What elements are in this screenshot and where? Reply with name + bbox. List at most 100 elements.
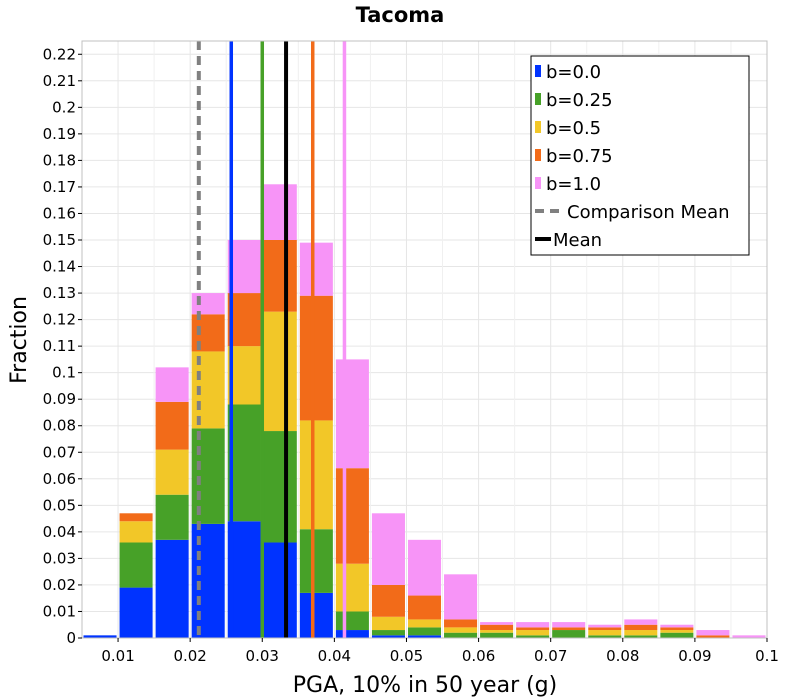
- bar-segment: [335, 563, 369, 612]
- y-tick-label: 0.13: [43, 284, 76, 302]
- y-tick-label: 0.05: [43, 496, 76, 514]
- x-tick-label: 0.07: [534, 647, 567, 665]
- bar-segment: [119, 521, 153, 543]
- bar-segment: [407, 595, 442, 620]
- bar-segment: [624, 630, 658, 636]
- y-tick-label: 0.1: [52, 364, 76, 382]
- bar-segment: [119, 587, 153, 638]
- bar-segment: [696, 635, 730, 638]
- legend-label: Mean: [553, 230, 602, 251]
- bar-segment: [119, 513, 153, 522]
- bar-segment: [660, 630, 694, 633]
- bar-segment: [660, 632, 694, 638]
- y-tick-label: 0.14: [43, 258, 76, 276]
- y-tick-label: 0.17: [43, 178, 76, 196]
- bar-segment: [660, 627, 694, 631]
- bar-segment: [732, 635, 766, 638]
- x-tick-label: 0.06: [462, 647, 495, 665]
- y-tick-label: 0.19: [43, 125, 76, 143]
- y-tick-label: 0: [66, 629, 76, 647]
- plot-frame: [81, 40, 768, 639]
- bar-segment: [263, 240, 297, 312]
- bar-segment: [191, 314, 225, 352]
- y-tick-label: 0.12: [43, 311, 76, 329]
- legend-swatch: [535, 121, 541, 133]
- bar-segment: [371, 584, 405, 617]
- bar-segment: [624, 635, 658, 638]
- legend-label: Comparison Mean: [567, 202, 730, 223]
- bar-segment: [588, 635, 622, 638]
- x-tick-label: 0.03: [246, 647, 279, 665]
- legend-box: [530, 55, 750, 256]
- y-tick-label: 0.06: [43, 470, 76, 488]
- x-tick-label: 0.08: [606, 647, 639, 665]
- y-axis-title: Fraction: [7, 296, 32, 384]
- bar-segment: [227, 240, 261, 294]
- legend-label: b=0.25: [546, 90, 613, 111]
- bar-segment: [155, 449, 189, 495]
- y-tick-label: 0.16: [43, 204, 76, 222]
- legend-label: b=1.0: [546, 174, 601, 195]
- bar-segment: [588, 630, 622, 636]
- legend-swatch: [535, 65, 541, 77]
- bar-segment: [480, 632, 514, 638]
- bar-segment: [588, 627, 622, 631]
- legend-label: b=0.0: [546, 62, 601, 83]
- bar-segment: [624, 624, 658, 631]
- bar-segment: [155, 367, 189, 402]
- bar-segment: [299, 420, 333, 530]
- bar-segment: [155, 494, 189, 540]
- y-tick-label: 0.02: [43, 576, 76, 594]
- bar-segment: [407, 627, 442, 636]
- y-tick-label: 0.18: [43, 151, 76, 169]
- legend-swatch: [535, 177, 541, 189]
- y-tick-label: 0.11: [43, 337, 76, 355]
- y-tick-label: 0.21: [43, 72, 76, 90]
- bar-segment: [516, 630, 550, 636]
- legend-label: b=0.75: [546, 146, 613, 167]
- bar-segment: [480, 630, 514, 633]
- y-tick-label: 0.15: [43, 231, 76, 249]
- bar-segment: [263, 542, 297, 638]
- bar-segment: [407, 619, 442, 628]
- bar-segment: [263, 311, 297, 432]
- bar-segment: [480, 622, 514, 625]
- bar-segment: [227, 293, 261, 347]
- bar-segment: [227, 521, 261, 638]
- legend-swatch: [535, 93, 541, 105]
- bar-segment: [444, 574, 478, 620]
- bar-segment: [155, 401, 189, 450]
- y-tick-label: 0.04: [43, 523, 76, 541]
- y-tick-label: 0.08: [43, 417, 76, 435]
- bar-segment: [299, 242, 333, 296]
- legend-label: b=0.5: [546, 118, 601, 139]
- x-tick-label: 0.05: [390, 647, 423, 665]
- bar-segment: [83, 635, 117, 638]
- x-tick-label: 0.04: [318, 647, 351, 665]
- bar-segment: [444, 632, 478, 638]
- bar-segment: [155, 539, 189, 638]
- bar-segment: [335, 468, 369, 564]
- bar-segment: [191, 428, 225, 524]
- x-tick-label: 0.01: [101, 647, 134, 665]
- bar-segment: [516, 627, 550, 631]
- bar-segment: [552, 622, 586, 628]
- bar-segment: [516, 635, 550, 638]
- chart-title: Tacoma: [356, 3, 445, 27]
- bar-segment: [371, 630, 405, 636]
- bar-segment: [407, 539, 442, 596]
- bar-segment: [660, 624, 694, 628]
- bar-segment: [371, 616, 405, 631]
- bar-segment: [191, 293, 225, 315]
- bar-segment: [371, 513, 405, 585]
- bar-segment: [696, 630, 730, 636]
- y-tick-label: 0.2: [52, 98, 76, 116]
- bar-segment: [516, 622, 550, 628]
- bar-segment: [263, 184, 297, 240]
- bar-segment: [227, 346, 261, 405]
- x-tick-label: 0.09: [678, 647, 711, 665]
- bar-segment: [191, 523, 225, 638]
- bar-segment: [588, 624, 622, 628]
- bar-segment: [191, 351, 225, 429]
